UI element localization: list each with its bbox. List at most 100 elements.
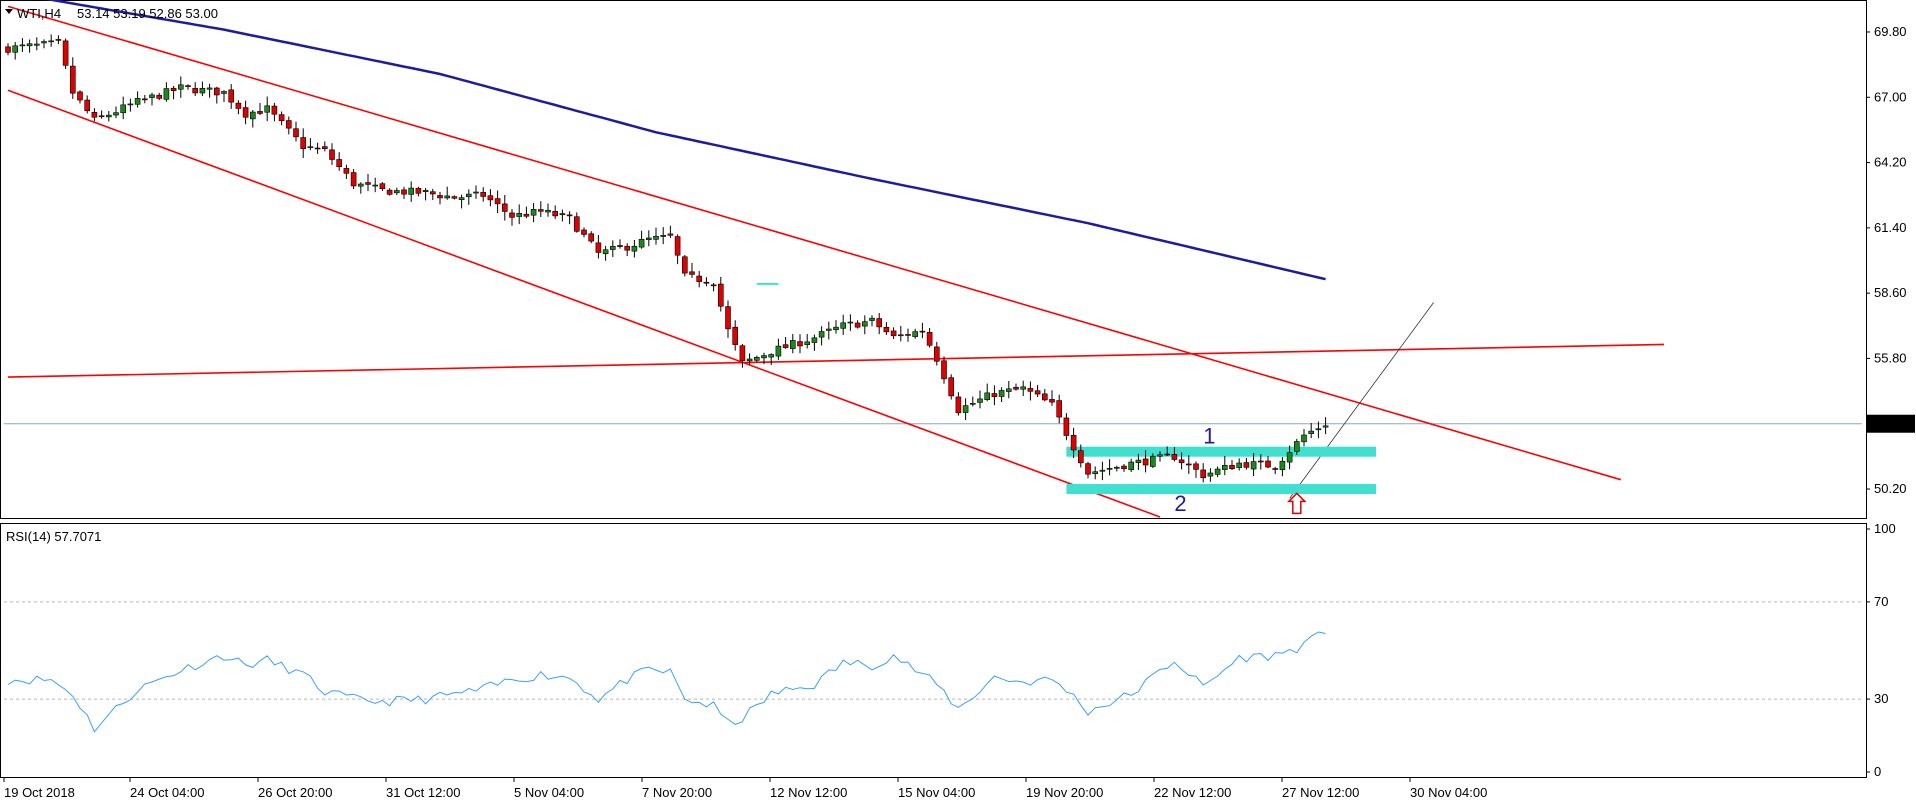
candle-body bbox=[660, 235, 667, 237]
candle-body bbox=[797, 341, 803, 347]
candle-body bbox=[1279, 460, 1286, 471]
candle-body bbox=[1286, 452, 1293, 463]
candle-body bbox=[1272, 468, 1278, 470]
candle-body bbox=[465, 193, 472, 198]
candle-body bbox=[250, 111, 256, 120]
candle-body bbox=[1078, 450, 1084, 464]
candle-body bbox=[516, 213, 523, 217]
candle-body bbox=[681, 256, 688, 274]
trendline-horizontal-trend bbox=[7, 343, 1665, 378]
candle-body bbox=[883, 327, 890, 333]
price-tick-label: 61.40 bbox=[1874, 220, 1907, 235]
rsi-series bbox=[7, 631, 1326, 733]
candle-body bbox=[739, 345, 746, 361]
candle-body bbox=[1229, 465, 1235, 470]
candle-body bbox=[1150, 455, 1156, 467]
time-tick-label: 15 Nov 04:00 bbox=[898, 785, 975, 800]
candle-body bbox=[1042, 393, 1048, 401]
candle-body bbox=[761, 355, 767, 359]
candle-body bbox=[559, 213, 566, 216]
time-tick-label: 31 Oct 12:00 bbox=[386, 785, 460, 800]
symbol-label: WTI,H4 bbox=[17, 6, 61, 21]
candle-body bbox=[689, 271, 695, 275]
candle-body bbox=[365, 182, 371, 185]
candle-body bbox=[278, 114, 285, 122]
candle-body bbox=[62, 40, 69, 66]
candle-body bbox=[984, 392, 991, 400]
candle-body bbox=[717, 283, 724, 307]
candle-body bbox=[617, 245, 623, 247]
candle-body bbox=[343, 168, 350, 174]
candle-body bbox=[329, 149, 335, 160]
time-tick-label: 22 Nov 12:00 bbox=[1154, 785, 1231, 800]
candle-body bbox=[422, 190, 429, 192]
candle-body bbox=[1222, 464, 1228, 470]
candle-body bbox=[314, 147, 321, 150]
candle-body bbox=[1193, 463, 1199, 470]
candle-body bbox=[494, 198, 501, 205]
candle-body bbox=[804, 341, 811, 345]
rsi-levels bbox=[4, 601, 1862, 700]
time-tick-label: 24 Oct 04:00 bbox=[130, 785, 204, 800]
candle-body bbox=[897, 334, 904, 337]
time-tick-label: 26 Oct 20:00 bbox=[258, 785, 332, 800]
candle-body bbox=[106, 114, 112, 118]
candle-body bbox=[84, 99, 90, 112]
time-tick-label: 30 Nov 04:00 bbox=[1410, 785, 1487, 800]
candle-body bbox=[1013, 386, 1019, 390]
candle-body bbox=[214, 87, 220, 96]
current-price-label: 53.00 bbox=[1872, 417, 1905, 432]
candle-body bbox=[825, 328, 832, 331]
candles bbox=[5, 34, 1329, 483]
candle-body bbox=[1322, 425, 1329, 428]
candle-body bbox=[926, 332, 933, 346]
candle-body bbox=[185, 85, 191, 87]
candle-body bbox=[1027, 388, 1034, 392]
candle-body bbox=[228, 89, 234, 103]
candle-body bbox=[1178, 459, 1185, 464]
candle-body bbox=[1157, 454, 1163, 457]
candle-body bbox=[350, 172, 357, 187]
candle-body bbox=[1186, 463, 1192, 466]
candle-body bbox=[890, 330, 897, 337]
price-tick-label: 64.20 bbox=[1874, 155, 1907, 170]
candle-body bbox=[537, 209, 544, 212]
candle-body bbox=[178, 84, 184, 90]
candle-body bbox=[811, 337, 818, 343]
time-tick-label: 19 Nov 20:00 bbox=[1026, 785, 1103, 800]
candle-body bbox=[501, 203, 508, 212]
trendline-channel-lower bbox=[7, 89, 1161, 518]
candle-body bbox=[41, 41, 47, 44]
candle-body bbox=[1114, 466, 1120, 469]
candle-body bbox=[818, 331, 825, 338]
candle-body bbox=[833, 326, 839, 331]
candle-body bbox=[509, 212, 515, 218]
zone-label-1: 1 bbox=[1203, 424, 1215, 449]
candle-body bbox=[235, 102, 242, 109]
candle-body bbox=[1308, 430, 1314, 434]
candle-body bbox=[768, 354, 775, 358]
candle-body bbox=[372, 184, 379, 187]
candle-body bbox=[753, 357, 760, 361]
candle-body bbox=[631, 245, 638, 252]
candle-body bbox=[12, 45, 18, 53]
candle-body bbox=[638, 238, 645, 248]
candle-body bbox=[170, 87, 177, 91]
candle-body bbox=[257, 111, 263, 114]
candle-body bbox=[566, 214, 573, 217]
symbol-dropdown-icon[interactable] bbox=[5, 9, 13, 14]
candle-body bbox=[789, 340, 796, 349]
candle-body bbox=[732, 326, 739, 345]
candle-body bbox=[782, 344, 789, 348]
candle-body bbox=[91, 112, 98, 118]
candle-body bbox=[336, 159, 343, 168]
candle-body bbox=[487, 195, 494, 201]
candle-body bbox=[1265, 460, 1271, 468]
candle-body bbox=[1106, 468, 1113, 470]
candle-body bbox=[451, 196, 458, 199]
candle-body bbox=[919, 330, 926, 333]
candle-body bbox=[142, 98, 148, 101]
candle-body bbox=[271, 105, 278, 115]
trendline-channel-upper bbox=[7, 5, 1622, 481]
